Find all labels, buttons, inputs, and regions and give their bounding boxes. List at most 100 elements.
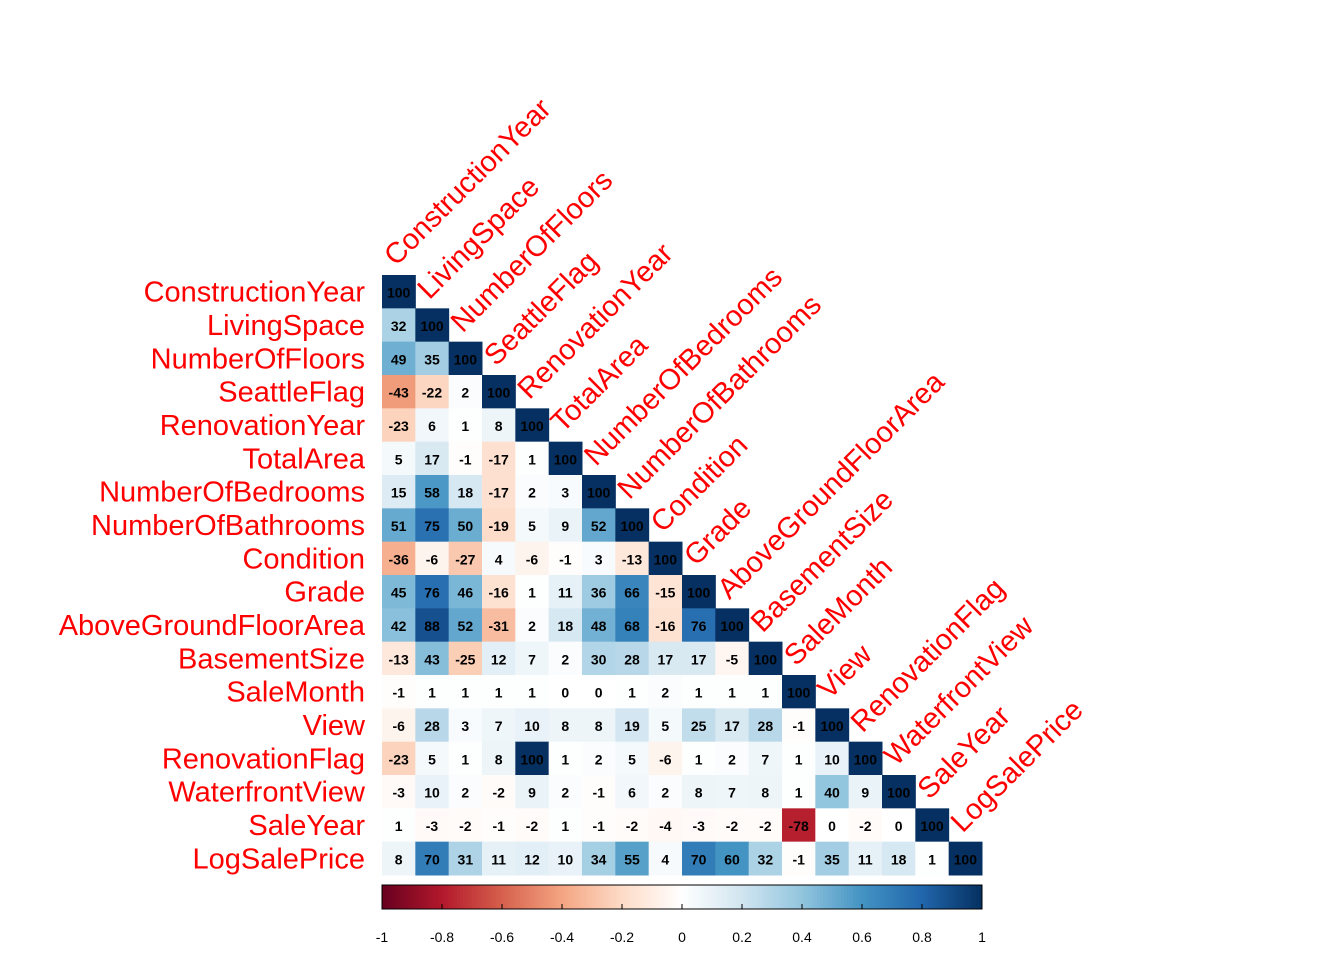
colorbar-segment [631,885,635,909]
cell-value-label: 76 [691,618,707,634]
colorbar-segment [460,885,464,909]
colorbar-segment [490,885,494,909]
cell-value-label: 1 [528,451,536,467]
cell-value-label: -3 [392,785,405,801]
cell-value-label: 18 [891,851,907,867]
cell-value-label: 100 [887,785,911,801]
heatmap-cell [682,641,716,676]
cell-value-label: 11 [858,851,873,867]
colorbar-segment [523,885,527,909]
heatmap-cell [748,675,783,709]
heatmap-cell [515,808,550,843]
heatmap-cell [782,708,816,743]
heatmap-cell [682,741,716,776]
heatmap-cell [782,741,816,776]
colorbar-segment [736,885,740,909]
colorbar-segment [517,885,521,909]
colorbar-segment [394,885,398,909]
heatmap-cell [482,375,516,409]
heatmap-cell [748,808,783,843]
heatmap-cell [615,508,650,543]
colorbar-segment [787,885,791,909]
colorbar-segment [817,885,821,909]
cell-value-label: 100 [520,418,544,434]
cell-value-label: 5 [528,518,536,534]
row-label: NumberOfBathrooms [91,510,365,542]
heatmap-cell [882,841,916,876]
cell-value-label: 5 [661,718,669,734]
heatmap-cell [648,808,683,843]
heatmap-cell [748,775,783,809]
colorbar-segment [922,885,926,909]
row-label: RenovationFlag [162,743,365,775]
cell-value-label: -6 [659,751,672,767]
colorbar-segment [556,885,560,909]
colorbar-segment [718,885,722,909]
colorbar-segment [646,885,650,909]
row-label: TotalArea [242,443,365,475]
heatmap-cell [915,841,950,876]
cell-value-label: 0 [895,818,903,834]
cell-value-label: -2 [492,785,505,801]
colorbar-segment [748,885,752,909]
colorbar-segment [418,885,422,909]
heatmap-cell [482,508,516,543]
heatmap-cell [515,508,550,543]
colorbar-segment [769,885,773,909]
colorbar-segment [763,885,767,909]
heatmap-cell [548,708,583,743]
row-label: BasementSize [178,643,365,675]
cell-value-label: -1 [792,851,805,867]
colorbar-segment [835,885,839,909]
heatmap-cell [382,408,416,443]
cell-value-label: 1 [795,751,803,767]
cell-value-label: 18 [558,618,574,634]
cell-value-label: 100 [620,518,644,534]
cell-value-label: 9 [861,785,869,801]
colorbar-segment [439,885,443,909]
cell-value-label: -6 [426,551,439,567]
colorbar-segment [820,885,824,909]
colorbar-segment [925,885,929,909]
heatmap-cell [382,441,416,476]
cell-value-label: 28 [424,718,440,734]
cell-value-label: -17 [489,485,509,501]
cell-value-label: 17 [658,651,674,667]
heatmap-cell [448,608,483,643]
cell-value-label: 32 [758,851,774,867]
cell-value-label: -2 [626,818,639,834]
heatmap-cell [782,675,816,709]
row-label: View [303,710,366,742]
colorbar-segment [730,885,734,909]
cell-value-label: -15 [655,585,675,601]
colorbar-segment [574,885,578,909]
colorbar-segment [679,885,683,909]
heatmap-cell [615,741,650,776]
colorbar-segment [391,885,395,909]
cell-value-label: 1 [395,818,403,834]
heatmap-cell [815,775,850,809]
cell-value-label: 1 [461,685,469,701]
colorbar-segment [910,885,914,909]
cell-value-label: 9 [561,518,569,534]
colorbar-segment [451,885,455,909]
colorbar-segment [811,885,815,909]
heatmap-cell [448,408,483,443]
colorbar-segment [766,885,770,909]
cell-value-label: -1 [559,551,572,567]
heatmap-cell [782,775,816,809]
colorbar-segment [919,885,923,909]
colorbar-segment [970,885,974,909]
heatmap-cell [682,841,716,876]
colorbar-segment [850,885,854,909]
heatmap-cell [382,608,416,643]
row-label: AboveGroundFloorArea [59,610,366,642]
cell-value-label: -17 [489,451,509,467]
cell-value-label: 10 [424,785,440,801]
heatmap-cell [382,508,416,543]
row-label: ConstructionYear [144,277,366,309]
colorbar-segment [874,885,878,909]
heatmap-cell [815,708,850,743]
cell-value-label: 1 [495,685,503,701]
colorbar-segment [967,885,971,909]
